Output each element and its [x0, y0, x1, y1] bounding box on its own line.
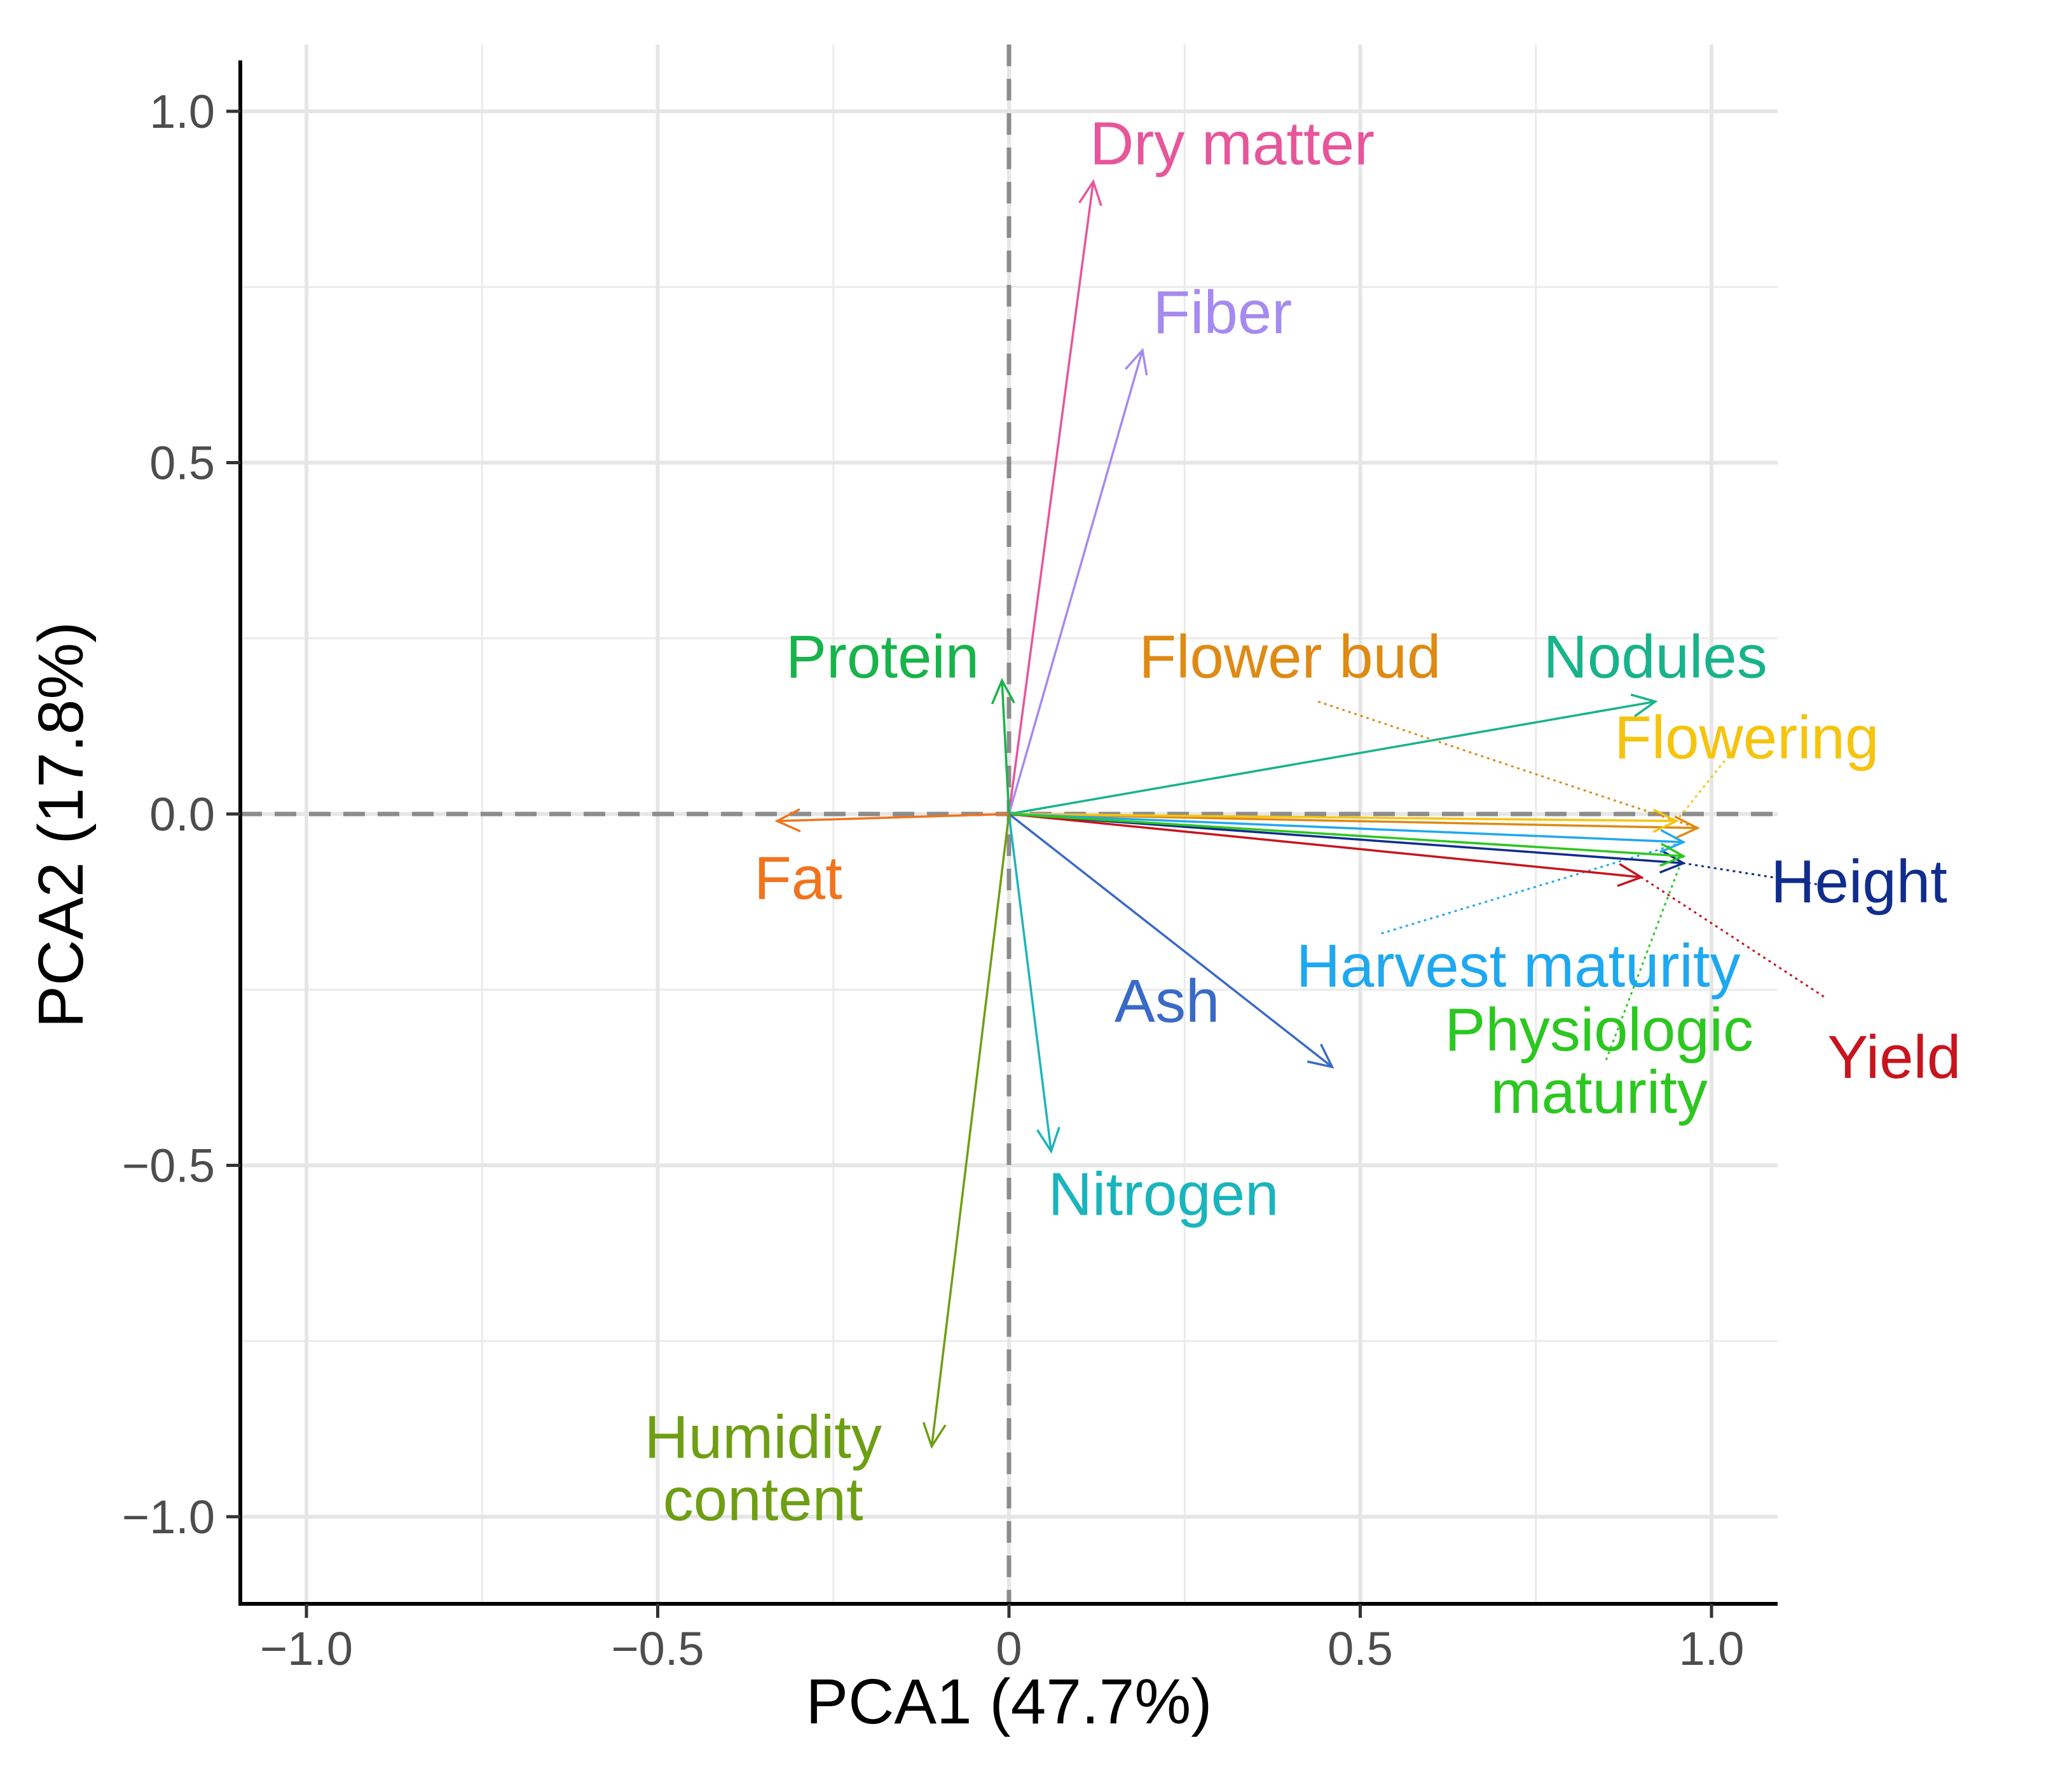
label-dry-matter: Dry matter — [1090, 110, 1375, 178]
vector-nodules — [1008, 693, 1658, 815]
arrowhead-fat — [774, 808, 801, 832]
vector-line-height — [1008, 813, 1684, 865]
vector-line-nitrogen — [1008, 813, 1053, 1152]
label-line: Harvest maturity — [1296, 932, 1741, 1000]
label-fat: Fat — [754, 844, 842, 912]
variable-labels: Dry matter Fiber Protein Flower bud Nodules F… — [645, 110, 1961, 1534]
label-flower-bud: Flower bud — [1139, 623, 1441, 691]
label-line: Nodules — [1543, 623, 1767, 691]
label-nodules: Nodules — [1543, 623, 1767, 691]
label-line: Humidity — [645, 1404, 882, 1472]
label-line: Nitrogen — [1048, 1161, 1279, 1229]
arrowhead-humidity-content — [922, 1422, 947, 1449]
arrowhead-flowering — [1652, 808, 1679, 833]
vector-yield — [1008, 813, 1644, 887]
y-tick-label: 0.0 — [149, 788, 215, 841]
vector-line-flower-bud — [1008, 813, 1698, 829]
vector-line-dry-matter — [1008, 181, 1095, 815]
label-flowering: Flowering — [1614, 703, 1879, 771]
vector-physiologic-maturity — [1008, 813, 1686, 867]
arrowhead-fiber — [1124, 347, 1148, 376]
y-tick-label: −1.0 — [122, 1491, 215, 1543]
vector-line-fat — [777, 813, 1010, 822]
vector-flower-bud — [1008, 813, 1700, 840]
label-line: Ash — [1115, 967, 1219, 1035]
arrowhead-yield — [1617, 863, 1644, 887]
label-physiologic-maturity: Physiologic maturity — [1444, 996, 1753, 1126]
vector-ash — [1008, 813, 1334, 1069]
x-tick-label: 1.0 — [1679, 1622, 1745, 1675]
label-line: Fat — [754, 844, 842, 912]
vector-line-fiber — [1008, 350, 1144, 815]
y-tick-label: 0.5 — [149, 437, 215, 490]
vector-flowering — [1008, 808, 1679, 833]
label-line: content — [663, 1466, 863, 1534]
label-yield: Yield — [1827, 1023, 1961, 1091]
label-line: Flower bud — [1139, 623, 1441, 691]
label-line: Yield — [1827, 1023, 1961, 1091]
vector-line-protein — [1001, 680, 1010, 815]
x-axis-title: PCA1 (47.7%) — [806, 1666, 1212, 1737]
vector-line-flowering — [1008, 813, 1677, 822]
vector-line-humidity-content — [930, 813, 1010, 1447]
loading-vectors — [774, 179, 1700, 1449]
x-tick-label: −0.5 — [611, 1622, 704, 1675]
x-tick-label: 0 — [996, 1622, 1022, 1675]
arrowhead-physiologic-maturity — [1659, 843, 1686, 867]
leader-yield — [1640, 876, 1825, 998]
vector-line-ash — [1008, 813, 1333, 1068]
label-line: maturity — [1491, 1058, 1708, 1126]
vector-humidity-content — [922, 813, 1010, 1449]
label-line: Dry matter — [1090, 110, 1375, 178]
label-line: Fiber — [1153, 279, 1293, 347]
label-line: Height — [1771, 848, 1947, 916]
label-height: Height — [1771, 848, 1947, 916]
y-tick-label: 1.0 — [149, 85, 215, 138]
arrowhead-nodules — [1630, 693, 1658, 717]
vector-harvest-maturity — [1008, 813, 1686, 853]
label-leaders — [1317, 700, 1825, 1061]
label-line: Physiologic — [1444, 996, 1753, 1064]
x-tick-label: 0.5 — [1328, 1622, 1393, 1675]
label-harvest-maturity: Harvest maturity — [1296, 932, 1741, 1000]
leader-physiologic-maturity — [1605, 855, 1685, 1061]
vector-line-physiologic-maturity — [1008, 813, 1684, 858]
y-axis-title: PCA2 (17.8%) — [25, 621, 97, 1028]
y-tick-label: −0.5 — [122, 1140, 215, 1192]
arrowhead-ash — [1307, 1044, 1334, 1069]
label-line: Protein — [786, 623, 979, 691]
vector-fiber — [1008, 347, 1148, 815]
vector-line-yield — [1008, 813, 1642, 879]
label-fiber: Fiber — [1153, 279, 1293, 347]
vector-fat — [774, 808, 1010, 832]
arrowhead-harvest-maturity — [1659, 829, 1686, 853]
vector-line-harvest-maturity — [1008, 813, 1684, 843]
label-protein: Protein — [786, 623, 979, 691]
arrowhead-flower-bud — [1673, 815, 1700, 840]
arrowhead-protein — [991, 678, 1015, 705]
label-humidity-content: Humidity content — [645, 1404, 882, 1534]
arrowhead-dry-matter — [1078, 179, 1102, 207]
vector-nitrogen — [1008, 813, 1060, 1154]
leader-flowering — [1675, 750, 1734, 822]
leader-harvest-maturity — [1381, 841, 1684, 935]
label-line: Flowering — [1614, 703, 1879, 771]
label-nitrogen: Nitrogen — [1048, 1161, 1279, 1229]
x-tick-label: −1.0 — [260, 1622, 353, 1675]
ticks: −1.0 −0.5 0 0.5 1.0 1.0 0.5 0.0 −0.5 −1.0 — [122, 85, 1745, 1675]
vector-protein — [991, 678, 1015, 815]
label-ash: Ash — [1115, 967, 1219, 1035]
vector-line-nodules — [1008, 700, 1656, 815]
arrowhead-nitrogen — [1036, 1126, 1060, 1154]
vector-dry-matter — [1008, 179, 1102, 815]
